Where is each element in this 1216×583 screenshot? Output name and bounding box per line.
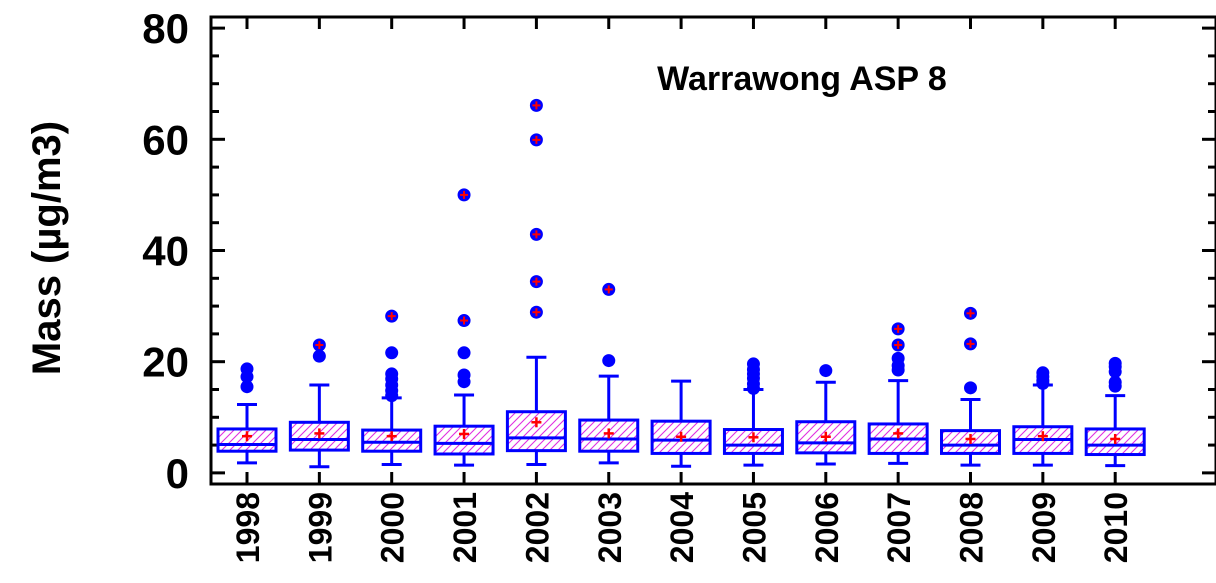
y-axis-title: Mass (µg/m3) — [25, 121, 69, 375]
box-series — [216, 98, 1146, 469]
outlier-point — [819, 364, 833, 378]
x-tick-label-2008: 2008 — [954, 492, 990, 563]
outlier-point — [1108, 375, 1122, 389]
outlier-point — [240, 380, 254, 394]
chart-title: Warrawong ASP 8 — [657, 60, 947, 98]
x-tick-label-2004: 2004 — [664, 492, 700, 563]
x-tick-label-2003: 2003 — [592, 492, 628, 563]
plot-area-frame — [209, 15, 1216, 486]
y-tick-label: 20 — [142, 339, 189, 386]
outlier-point — [385, 346, 399, 360]
box-1998 — [216, 362, 278, 465]
y-tick-label: 60 — [142, 116, 189, 163]
x-tick-label-1998: 1998 — [230, 492, 266, 563]
box-2001 — [433, 188, 495, 467]
box-iqr — [795, 420, 857, 455]
x-axis-tick-labels: 1998 1999 2000 2001 2002 2003 2004 2005 2006 2007… — [230, 17, 1134, 563]
x-tick-label-1999: 1999 — [302, 492, 338, 563]
outlier-point — [457, 346, 471, 360]
box-2003 — [578, 282, 640, 465]
y-tick-label: 40 — [142, 228, 189, 275]
x-tick-label-2006: 2006 — [809, 492, 845, 563]
x-tick-label-2002: 2002 — [519, 492, 555, 563]
y-tick-label: 80 — [142, 5, 189, 52]
outlier-point — [312, 349, 326, 363]
box-2005 — [722, 357, 784, 467]
box-2000 — [361, 309, 423, 467]
outlier-point — [385, 367, 399, 381]
box-2002 — [505, 98, 567, 467]
box-2007 — [867, 322, 929, 465]
box-iqr — [650, 419, 712, 455]
outlier-point — [1108, 356, 1122, 370]
y-axis-ticks: 0 20 40 60 80 — [142, 5, 1216, 497]
outlier-point — [1036, 366, 1050, 380]
x-tick-label-2007: 2007 — [881, 492, 917, 563]
outlier-point — [891, 351, 905, 365]
x-tick-label-2000: 2000 — [375, 492, 411, 563]
outlier-point — [240, 362, 254, 376]
box-2010 — [1084, 356, 1146, 468]
outlier-point — [964, 381, 977, 395]
box-2004 — [650, 379, 712, 468]
x-tick-label-2001: 2001 — [447, 492, 483, 563]
x-tick-label-2009: 2009 — [1026, 492, 1062, 563]
box-2006 — [795, 364, 857, 466]
x-tick-label-2010: 2010 — [1098, 492, 1134, 563]
outlier-point — [602, 354, 616, 368]
box-2009 — [1012, 366, 1074, 467]
y-tick-label: 0 — [166, 450, 189, 497]
box-2008 — [940, 306, 1001, 467]
outlier-point — [746, 357, 760, 371]
x-tick-label-2005: 2005 — [736, 492, 772, 563]
box-1999 — [288, 338, 350, 469]
outlier-point — [457, 368, 471, 382]
